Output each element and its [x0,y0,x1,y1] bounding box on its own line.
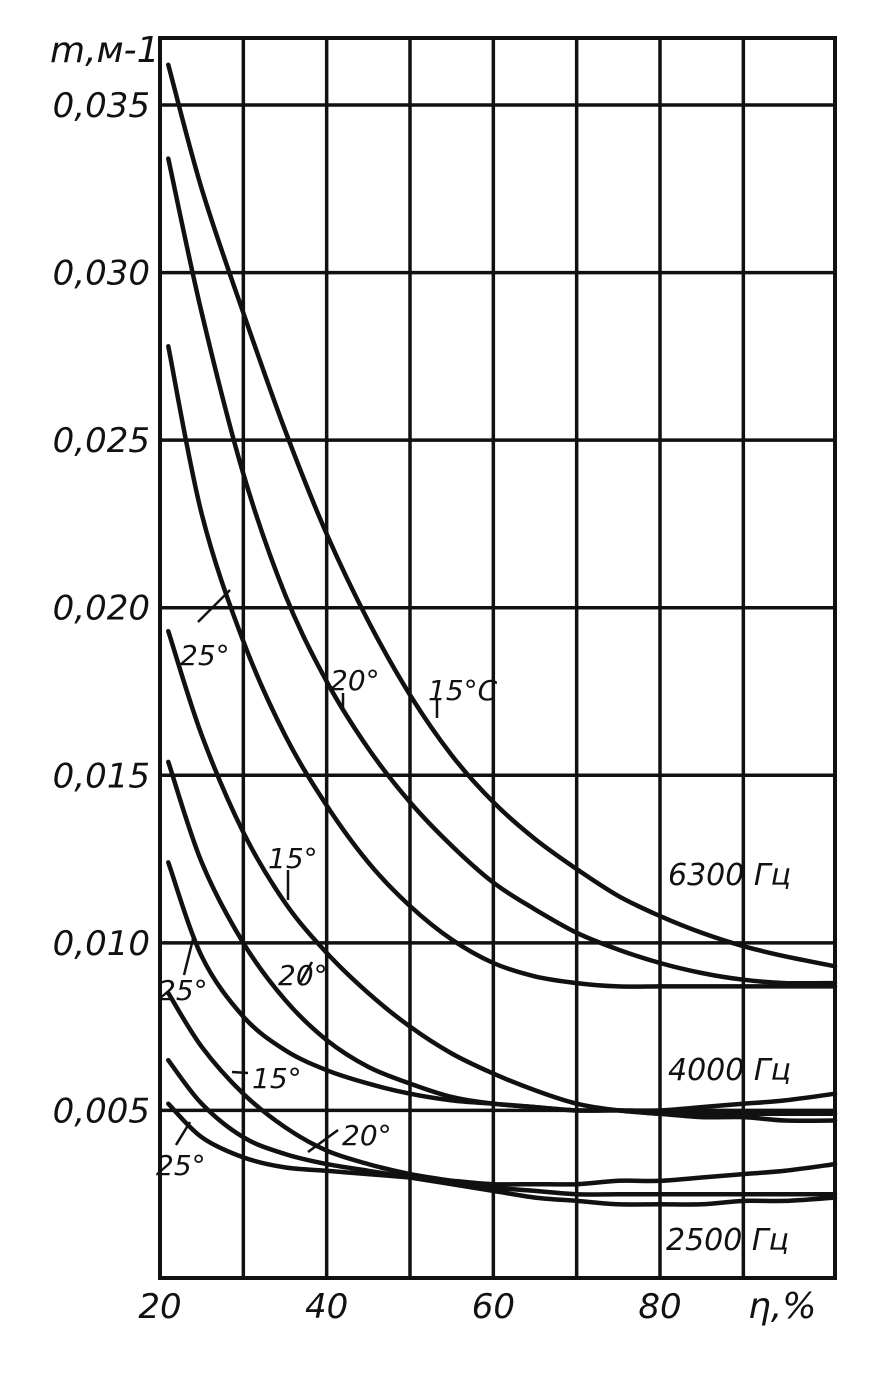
y-tick-label-4: 0,025 [53,421,150,461]
temperature-label-1-2: 25° [158,974,208,1007]
temperature-label-1-0: 15° [268,842,318,875]
grid [158,36,837,1280]
x-tick-label-1: 40 [305,1287,348,1327]
y-tick-label-5: 0,030 [53,254,150,294]
x-tick-label-2: 60 [472,1287,515,1327]
y-axis-title: m,м-1 [50,30,160,71]
temperature-label-1-1: 20° [278,959,328,992]
y-tick-label-2: 0,015 [53,756,150,796]
frequency-label-1: 4000 Гц [668,1053,791,1088]
y-tick-label-3: 0,020 [53,589,150,629]
curve-2-0 [166,990,838,1197]
curves [166,62,838,1207]
label-leader-2-2 [174,1121,192,1146]
plot-frame [158,36,837,1280]
y-tick-label-0: 0,005 [53,1091,150,1131]
temperature-label-2-1: 20° [342,1119,392,1152]
temperature-label-0-1: 20° [330,664,380,697]
label-leaders [174,589,439,1154]
frequency-label-0: 6300 Гц [668,858,791,893]
temperature-label-0-2: 25° [180,639,230,672]
label-leader-2-0 [231,1070,249,1075]
frequency-label-2: 2500 Гц [666,1223,789,1258]
curve-2-2 [166,1101,838,1187]
curve-1-2 [166,860,838,1113]
y-tick-label-6: 0,035 [53,86,150,126]
label-leader-0-2 [197,589,231,623]
x-axis-title: η,% [748,1286,816,1327]
y-tick-label-1: 0,010 [53,924,150,964]
x-tick-label-3: 80 [638,1287,681,1327]
x-tick-label-0: 20 [138,1287,181,1327]
curve-0-1 [166,156,838,986]
temperature-label-2-2: 25° [156,1149,206,1182]
label-leader-2-1 [307,1128,339,1154]
label-leader-1-1 [298,961,314,984]
curve-1-0 [166,628,838,1123]
temperature-label-2-0: 15° [252,1062,302,1095]
curve-2-1 [166,1057,838,1207]
chart-texts: m,м-1 η,% 20 40 60 80 0,005 0,010 0,015 0,020 0,… [50,30,816,1327]
curve-0-2 [166,344,838,989]
label-leader-1-2 [182,934,196,976]
curve-0-0 [166,62,838,969]
temperature-label-0-0: 15°C [428,674,498,707]
